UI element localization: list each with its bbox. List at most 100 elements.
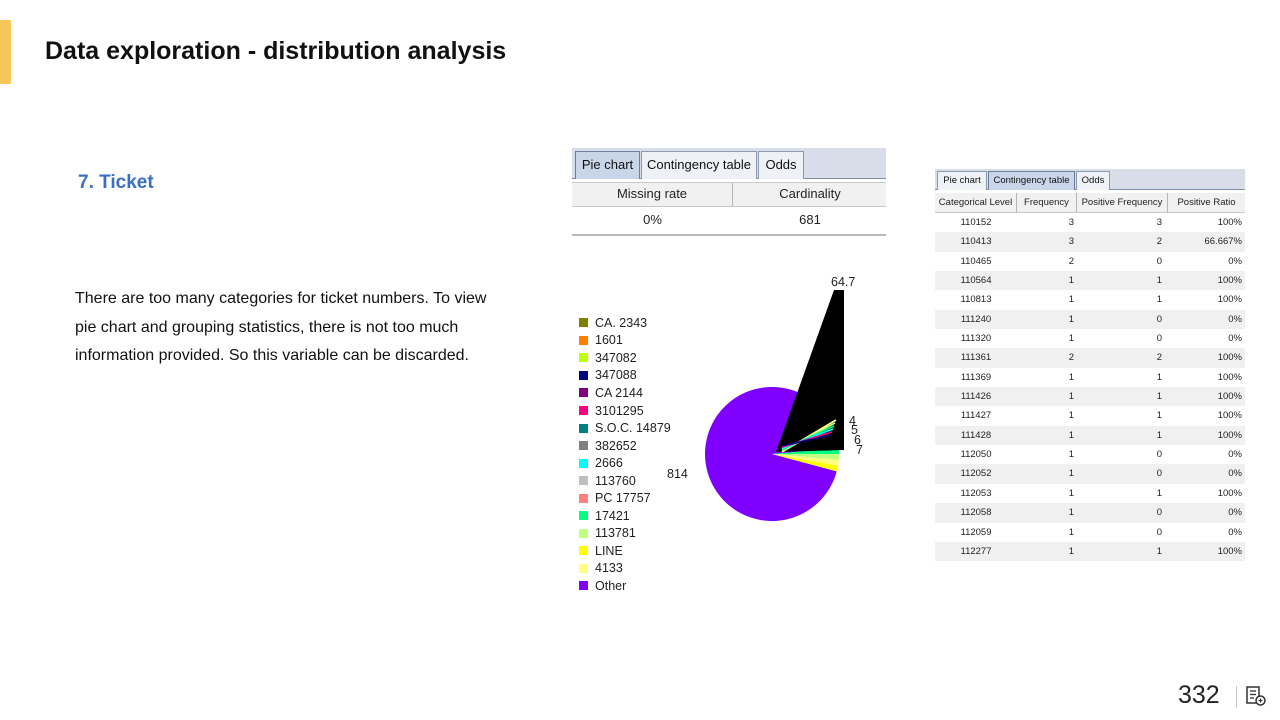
legend-item: Other — [579, 577, 709, 595]
notes-icon[interactable] — [1245, 685, 1267, 707]
table-row[interactable]: 111320 1 0 0% — [935, 329, 1245, 349]
table-row[interactable]: 112277 1 1 100% — [935, 541, 1245, 562]
legend-label: 113781 — [595, 526, 636, 541]
legend-swatch — [579, 318, 588, 328]
cell-categorical-level: 112059 — [960, 526, 992, 538]
legend-swatch — [579, 528, 588, 538]
pie-slice-label: 5 — [851, 423, 858, 437]
pie-slice-label: 64.7 — [831, 275, 855, 289]
legend-label: 17421 — [595, 508, 630, 523]
cell-frequency: 1 — [1068, 545, 1074, 557]
tab-odds[interactable]: Odds — [758, 151, 804, 179]
legend-label: 347088 — [595, 368, 637, 383]
tab-pie-chart-small[interactable]: Pie chart — [937, 171, 987, 190]
body-text: There are too many categories for ticket… — [75, 290, 487, 364]
legend-label: LINE — [595, 543, 623, 558]
cell-positive-ratio: 100% — [1217, 217, 1242, 228]
cell-frequency: 3 — [1068, 236, 1074, 248]
pie-slice — [772, 454, 839, 466]
legend-swatch — [579, 406, 588, 415]
contingency-header: Categorical Level Frequency Positive Fre… — [935, 193, 1245, 213]
cardinality-value: 681 — [799, 212, 821, 227]
table-row[interactable]: 110413 3 2 66.667% — [935, 232, 1245, 252]
cell-positive-frequency: 2 — [1156, 352, 1162, 364]
cell-frequency: 1 — [1068, 333, 1074, 345]
table-row[interactable]: 112059 1 0 0% — [935, 522, 1245, 542]
table-row[interactable]: 110465 2 0 0% — [935, 251, 1245, 272]
section-heading: 7. Ticket — [78, 172, 154, 193]
legend-swatch — [579, 335, 588, 345]
tab-contingency-table[interactable]: Contingency table — [641, 151, 757, 179]
missing-rate-value: 0% — [643, 212, 662, 227]
legend-label: 1601 — [595, 333, 623, 348]
table-row[interactable]: 111428 1 1 100% — [935, 425, 1245, 446]
cell-frequency: 1 — [1068, 391, 1074, 403]
legend-swatch — [579, 423, 588, 433]
page-number: 332 — [1178, 681, 1220, 709]
pie-slice-label: 7 — [856, 443, 863, 457]
table-row[interactable]: 111427 1 1 100% — [935, 406, 1245, 426]
cell-positive-frequency: 0 — [1156, 468, 1162, 480]
legend-label: CA. 2343 — [595, 315, 648, 330]
cell-frequency: 1 — [1068, 371, 1074, 383]
tab-pie-chart[interactable]: Pie chart — [575, 151, 640, 179]
cell-frequency: 1 — [1068, 526, 1074, 538]
header-frequency: Frequency — [1017, 193, 1077, 212]
table-row[interactable]: 111426 1 1 100% — [935, 387, 1245, 407]
summary-tab-strip: Pie chart Contingency table Odds — [572, 148, 886, 179]
cell-positive-ratio: 0% — [1228, 526, 1242, 538]
cell-positive-ratio: 100% — [1217, 352, 1242, 364]
table-row[interactable]: 112052 1 0 0% — [935, 464, 1245, 484]
legend-item: S.O.C. 14879 — [579, 419, 709, 437]
legend-item: CA. 2343 — [579, 314, 709, 332]
tab-contingency-table-small[interactable]: Contingency table — [988, 171, 1075, 190]
cell-positive-ratio: 100% — [1217, 294, 1242, 306]
tab-odds-small[interactable]: Odds — [1076, 171, 1110, 190]
table-row[interactable]: 111240 1 0 0% — [935, 309, 1245, 330]
cell-categorical-level: 111426 — [960, 391, 992, 403]
cell-positive-frequency: 0 — [1156, 313, 1162, 325]
cell-categorical-level: 112058 — [960, 507, 992, 519]
legend-item: 113760 — [579, 472, 709, 490]
legend-item: 347088 — [579, 367, 709, 385]
cell-frequency: 1 — [1068, 410, 1074, 422]
legend-item: 4133 — [579, 560, 709, 578]
cell-positive-frequency: 3 — [1156, 217, 1162, 228]
cell-categorical-level: 111428 — [960, 429, 992, 441]
cell-frequency: 1 — [1068, 468, 1074, 480]
table-row[interactable]: 110813 1 1 100% — [935, 290, 1245, 310]
table-row[interactable]: 110152 3 3 100% — [935, 213, 1245, 233]
legend-item: 2666 — [579, 454, 709, 472]
legend-item: PC 17757 — [579, 489, 709, 507]
cell-positive-ratio: 0% — [1228, 255, 1242, 267]
table-row[interactable]: 112053 1 1 100% — [935, 483, 1245, 504]
legend-label: Other — [595, 578, 627, 593]
page-number-divider — [1236, 686, 1237, 708]
cell-categorical-level: 110465 — [960, 255, 992, 267]
table-row[interactable]: 110564 1 1 100% — [935, 271, 1245, 291]
pie-slice-label: 6 — [854, 433, 861, 447]
cell-positive-ratio: 100% — [1217, 429, 1242, 441]
table-row[interactable]: 111361 2 2 100% — [935, 348, 1245, 368]
cell-positive-ratio: 0% — [1228, 507, 1242, 519]
cell-positive-ratio: 100% — [1217, 275, 1242, 287]
cell-categorical-level: 110152 — [960, 217, 992, 228]
cell-frequency: 1 — [1068, 507, 1074, 519]
cell-positive-ratio: 100% — [1217, 410, 1242, 422]
cell-frequency: 1 — [1068, 275, 1074, 287]
cell-positive-frequency: 1 — [1156, 371, 1162, 383]
table-row[interactable]: 112050 1 0 0% — [935, 445, 1245, 465]
cell-positive-frequency: 0 — [1156, 449, 1162, 461]
legend-swatch — [579, 388, 588, 398]
cell-categorical-level: 112050 — [960, 449, 992, 461]
legend-swatch — [579, 581, 588, 591]
cell-categorical-level: 110813 — [960, 294, 992, 306]
legend-item: 1601 — [579, 332, 709, 350]
cell-frequency: 1 — [1068, 313, 1074, 325]
legend-item: 3101295 — [579, 402, 709, 420]
table-row[interactable]: 112058 1 0 0% — [935, 503, 1245, 523]
legend-label: 382652 — [595, 438, 637, 453]
table-row[interactable]: 111369 1 1 100% — [935, 367, 1245, 388]
cell-frequency: 2 — [1068, 255, 1074, 267]
